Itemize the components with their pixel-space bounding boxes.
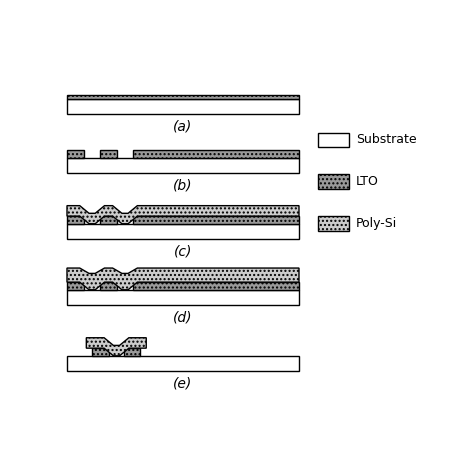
FancyBboxPatch shape [100,216,117,224]
FancyBboxPatch shape [67,356,299,372]
Text: (b): (b) [173,179,193,192]
Text: LTO: LTO [356,175,379,188]
FancyBboxPatch shape [133,216,299,224]
FancyBboxPatch shape [67,158,299,173]
FancyBboxPatch shape [100,282,117,290]
Text: Poly-Si: Poly-Si [356,217,398,230]
Polygon shape [86,338,146,356]
FancyBboxPatch shape [319,174,349,189]
Text: (c): (c) [174,245,192,259]
FancyBboxPatch shape [67,282,84,290]
FancyBboxPatch shape [67,95,299,99]
FancyBboxPatch shape [92,348,109,356]
FancyBboxPatch shape [319,216,349,231]
FancyBboxPatch shape [67,150,84,158]
Text: (d): (d) [173,310,193,325]
FancyBboxPatch shape [67,290,299,305]
FancyBboxPatch shape [67,99,299,114]
Text: Substrate: Substrate [356,134,417,146]
Polygon shape [67,206,299,224]
FancyBboxPatch shape [133,282,299,290]
FancyBboxPatch shape [67,224,299,239]
Text: (e): (e) [173,377,192,391]
FancyBboxPatch shape [100,150,117,158]
Text: (a): (a) [173,119,192,134]
FancyBboxPatch shape [67,216,84,224]
FancyBboxPatch shape [319,133,349,147]
Polygon shape [67,268,299,290]
FancyBboxPatch shape [133,150,299,158]
FancyBboxPatch shape [124,348,140,356]
